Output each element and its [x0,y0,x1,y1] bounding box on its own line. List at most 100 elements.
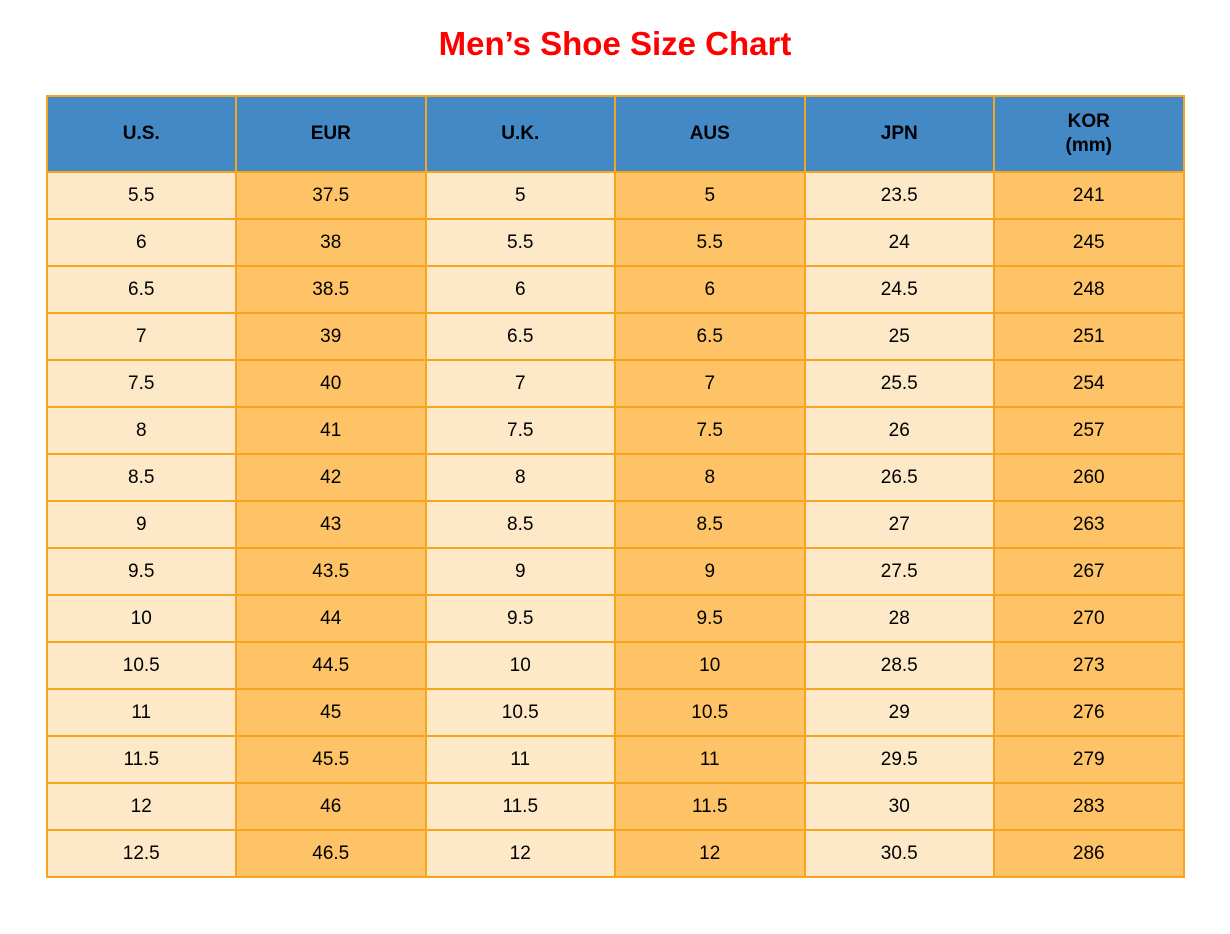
table-cell-uk: 9 [424,547,616,596]
table-header: U.S. EUR U.K. AUS JPN KOR (mm) [45,95,1185,173]
table-body: 5.5 37.5 5 5 23.5 241 6 38 5.5 5.5 24 245 6.5 38.5 6 6 2… [45,171,1185,878]
table-row: 12.5 46.5 12 12 30.5 286 [45,829,1185,878]
column-header-kor: KOR (mm) [993,95,1185,173]
table-cell-aus: 12 [614,829,806,878]
column-header-aus: AUS [614,95,806,173]
table-cell-kor: 257 [993,406,1185,455]
table-cell-uk: 8 [424,453,616,502]
table-cell-us: 7.5 [45,359,237,408]
table-cell-aus: 6.5 [614,312,806,361]
table-cell-us: 12 [45,782,237,831]
table-cell-kor: 263 [993,500,1185,549]
table-cell-aus: 10.5 [614,688,806,737]
column-header-label: JPN [880,123,918,144]
table-cell-uk: 5 [424,171,616,220]
table-cell-aus: 10 [614,641,806,690]
shoe-size-table: U.S. EUR U.K. AUS JPN KOR (mm) 5.5 37.5 5 5 23.5 24… [45,95,1185,878]
table-cell-eur: 46.5 [235,829,427,878]
table-cell-eur: 43.5 [235,547,427,596]
table-cell-eur: 38 [235,218,427,267]
table-cell-kor: 267 [993,547,1185,596]
column-header-uk: U.K. [424,95,616,173]
table-cell-us: 7 [45,312,237,361]
table-cell-aus: 9 [614,547,806,596]
table-cell-uk: 5.5 [424,218,616,267]
table-row: 12 46 11.5 11.5 30 283 [45,782,1185,831]
column-header-label: AUS [689,123,730,144]
table-row: 11.5 45.5 11 11 29.5 279 [45,735,1185,784]
table-cell-uk: 9.5 [424,594,616,643]
table-cell-eur: 44 [235,594,427,643]
table-cell-aus: 11 [614,735,806,784]
table-cell-eur: 44.5 [235,641,427,690]
table-cell-aus: 8 [614,453,806,502]
table-cell-kor: 251 [993,312,1185,361]
column-header-label: EUR [310,123,351,144]
table-cell-uk: 10 [424,641,616,690]
table-row: 9 43 8.5 8.5 27 263 [45,500,1185,549]
table-cell-jpn: 24 [803,218,995,267]
table-cell-jpn: 30.5 [803,829,995,878]
table-cell-eur: 46 [235,782,427,831]
table-cell-jpn: 27 [803,500,995,549]
column-header-jpn: JPN [803,95,995,173]
table-cell-uk: 6.5 [424,312,616,361]
table-cell-aus: 7.5 [614,406,806,455]
table-cell-us: 12.5 [45,829,237,878]
column-header-us: U.S. [45,95,237,173]
table-cell-eur: 37.5 [235,171,427,220]
table-row: 8.5 42 8 8 26.5 260 [45,453,1185,502]
table-cell-us: 5.5 [45,171,237,220]
table-cell-us: 10 [45,594,237,643]
table-cell-kor: 260 [993,453,1185,502]
table-row: 6.5 38.5 6 6 24.5 248 [45,265,1185,314]
table-cell-aus: 5 [614,171,806,220]
table-cell-uk: 11 [424,735,616,784]
table-cell-kor: 270 [993,594,1185,643]
table-cell-jpn: 30 [803,782,995,831]
page-title: Men’s Shoe Size Chart [438,25,792,62]
header-row: U.S. EUR U.K. AUS JPN KOR (mm) [45,95,1185,173]
table-cell-kor: 283 [993,782,1185,831]
table-cell-us: 9.5 [45,547,237,596]
column-header-label: KOR [1067,111,1110,132]
table-row: 8 41 7.5 7.5 26 257 [45,406,1185,455]
table-cell-us: 6.5 [45,265,237,314]
table-cell-jpn: 29.5 [803,735,995,784]
table-row: 7 39 6.5 6.5 25 251 [45,312,1185,361]
table-cell-us: 10.5 [45,641,237,690]
table-cell-jpn: 25.5 [803,359,995,408]
table-cell-us: 8.5 [45,453,237,502]
table-row: 7.5 40 7 7 25.5 254 [45,359,1185,408]
table-cell-uk: 7.5 [424,406,616,455]
table-cell-jpn: 28.5 [803,641,995,690]
table-cell-eur: 42 [235,453,427,502]
table-cell-us: 6 [45,218,237,267]
table-cell-aus: 6 [614,265,806,314]
table-cell-uk: 7 [424,359,616,408]
table-cell-kor: 286 [993,829,1185,878]
table-cell-eur: 39 [235,312,427,361]
table-cell-kor: 254 [993,359,1185,408]
table-cell-aus: 5.5 [614,218,806,267]
table-row: 5.5 37.5 5 5 23.5 241 [45,171,1185,220]
table-cell-eur: 45.5 [235,735,427,784]
table-cell-eur: 43 [235,500,427,549]
table-cell-kor: 245 [993,218,1185,267]
column-header-label: U.S. [122,123,160,144]
table-row: 10.5 44.5 10 10 28.5 273 [45,641,1185,690]
table-cell-jpn: 24.5 [803,265,995,314]
column-header-eur: EUR [235,95,427,173]
table-cell-jpn: 27.5 [803,547,995,596]
table-cell-jpn: 29 [803,688,995,737]
table-cell-kor: 276 [993,688,1185,737]
table-cell-jpn: 23.5 [803,171,995,220]
table-row: 9.5 43.5 9 9 27.5 267 [45,547,1185,596]
table-cell-us: 11 [45,688,237,737]
table-cell-uk: 6 [424,265,616,314]
table-cell-us: 9 [45,500,237,549]
table-cell-eur: 45 [235,688,427,737]
table-cell-uk: 8.5 [424,500,616,549]
table-cell-uk: 10.5 [424,688,616,737]
table-cell-kor: 273 [993,641,1185,690]
